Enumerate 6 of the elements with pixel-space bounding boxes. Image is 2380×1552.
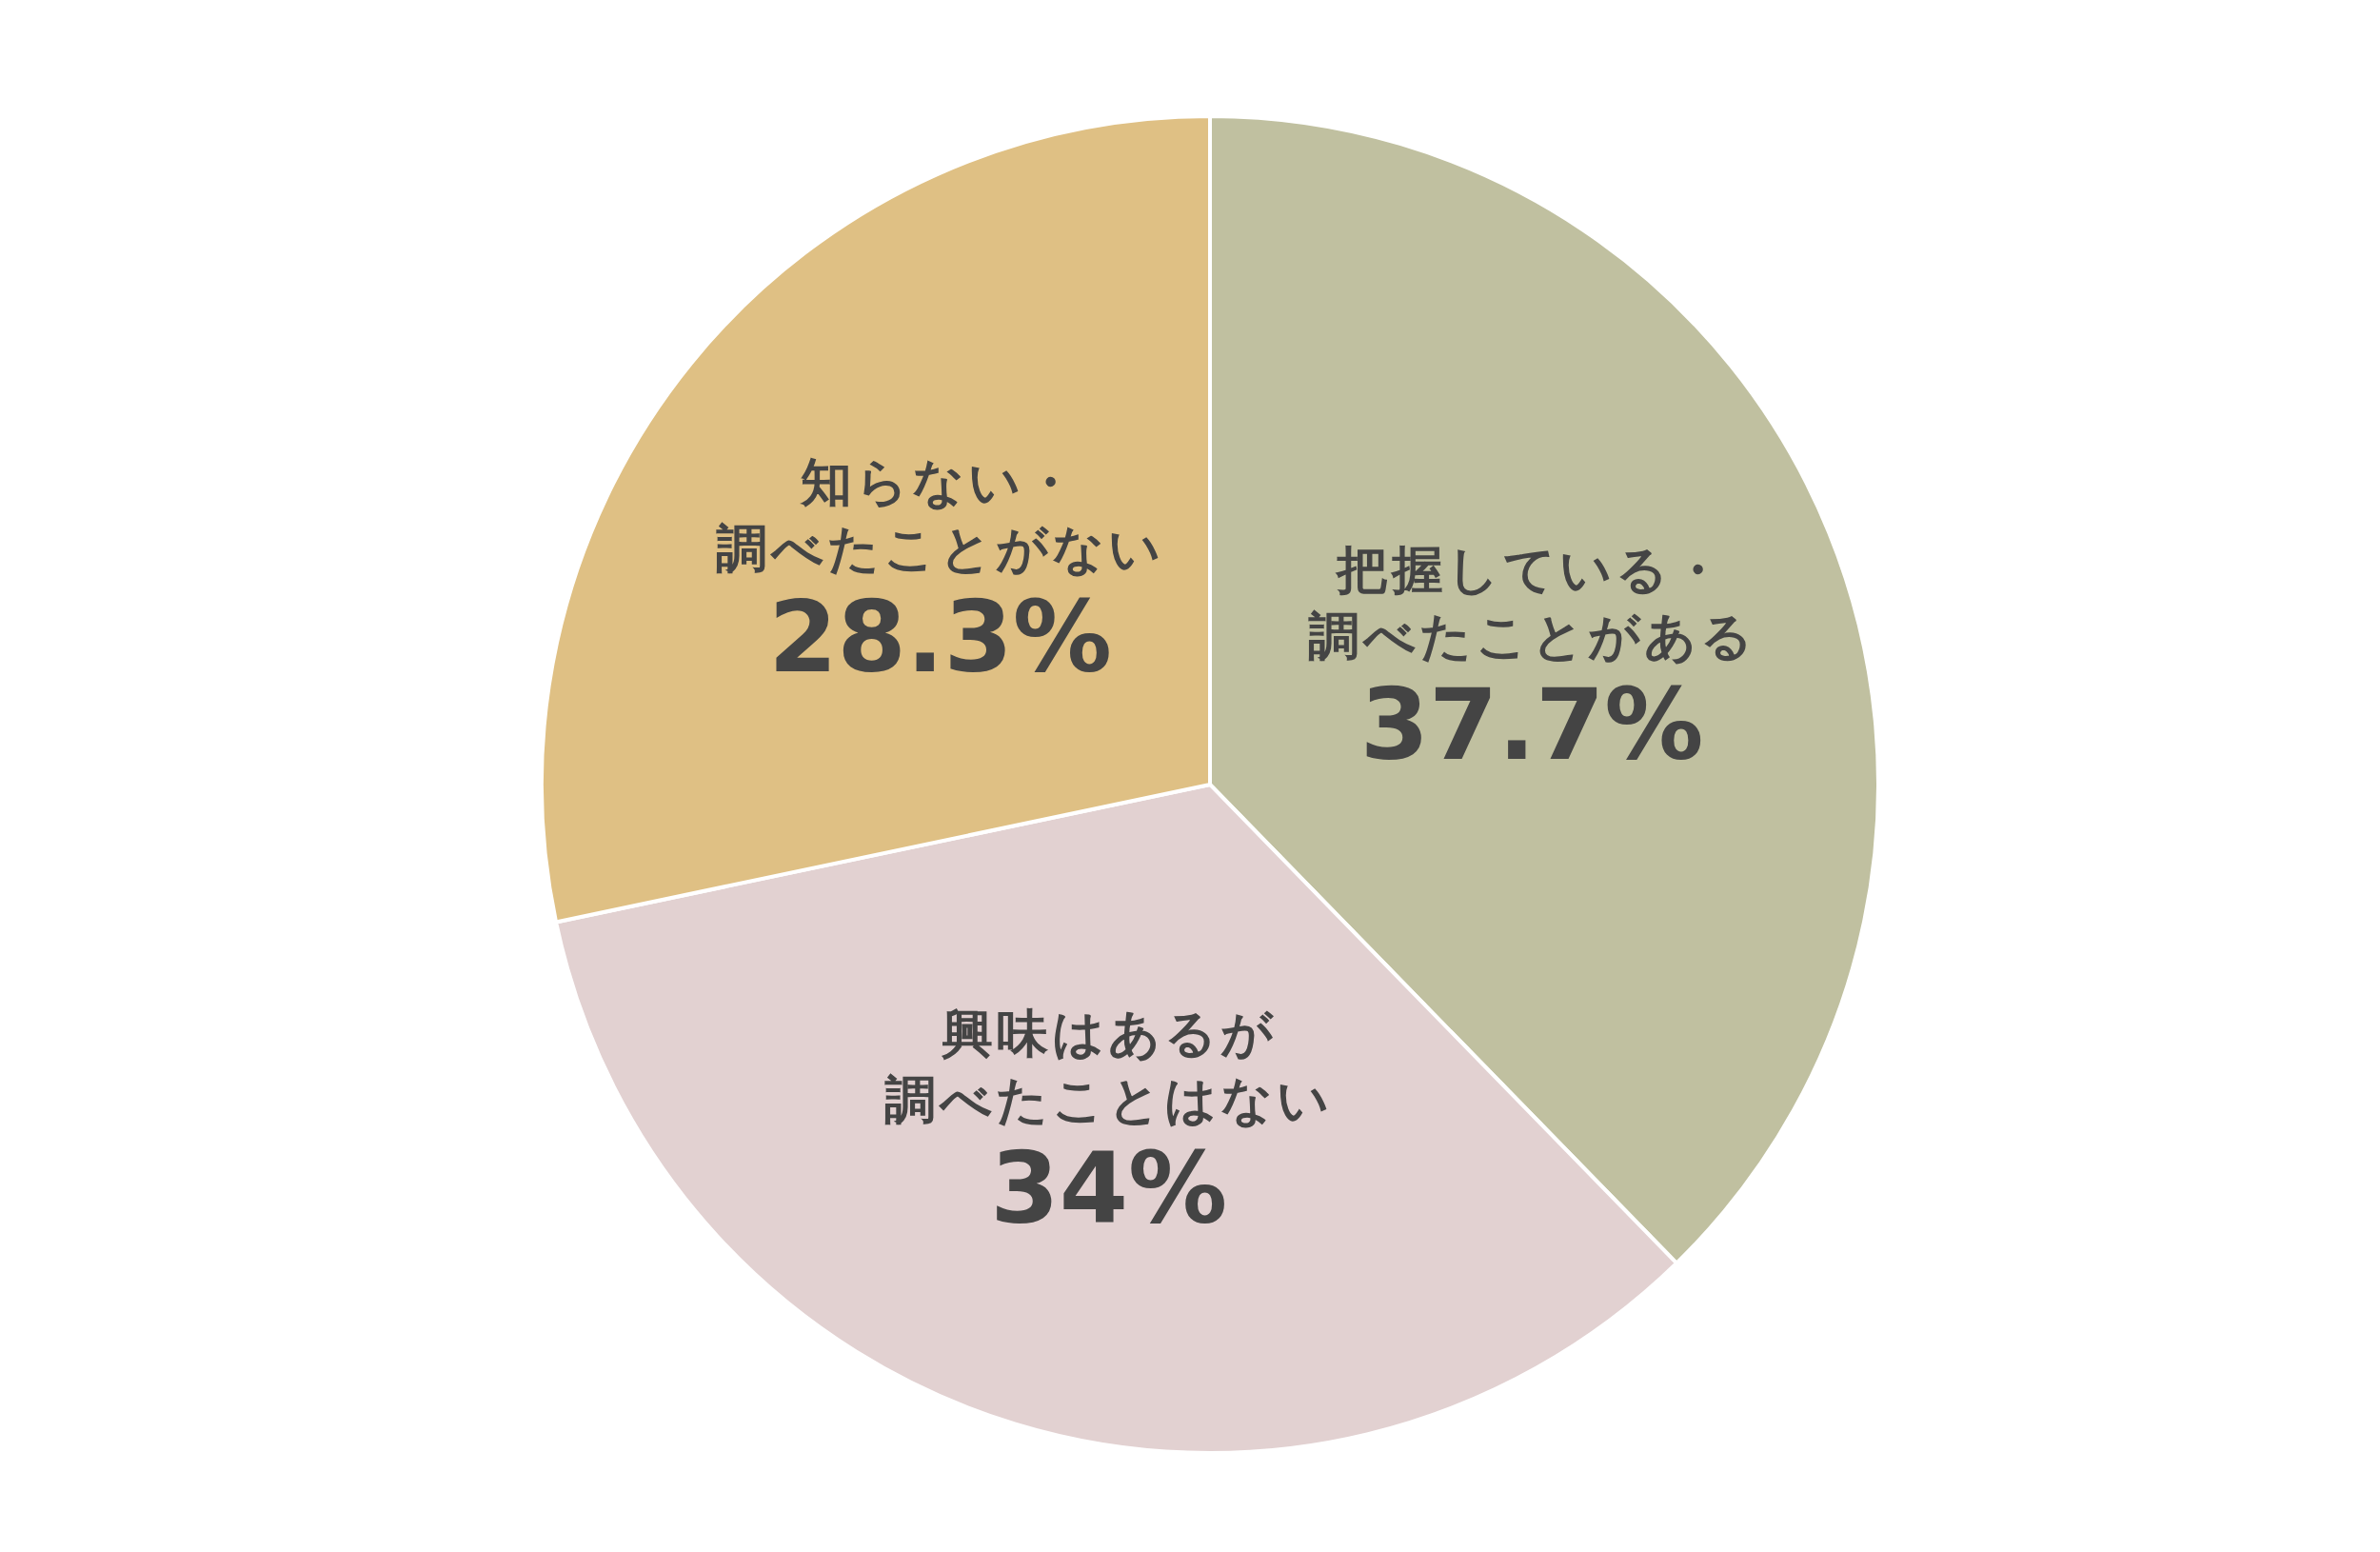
- slice-label: 知らない・調べたことがない: [716, 451, 1165, 579]
- data-label: 37.7%: [1359, 667, 1704, 784]
- data-label: 34%: [990, 1130, 1228, 1247]
- slice-label: 把握している・調べたことがある: [1307, 540, 1756, 667]
- slice-label: 興味はあるが調べたことはない: [884, 1004, 1334, 1131]
- data-label: 28.3%: [768, 578, 1112, 695]
